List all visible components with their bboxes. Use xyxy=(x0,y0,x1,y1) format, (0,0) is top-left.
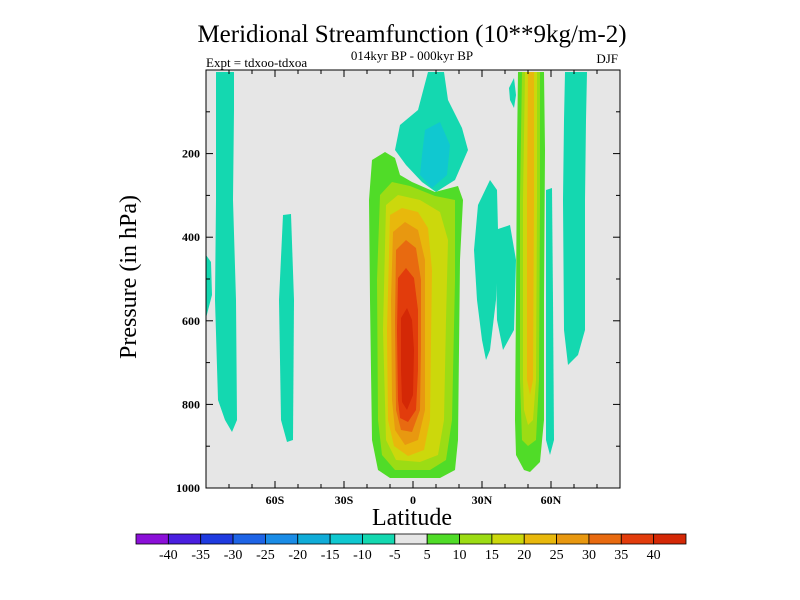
colorbar-label: 5 xyxy=(424,548,431,563)
y-tick-label: 200 xyxy=(182,147,200,161)
colorbar-label: -5 xyxy=(389,548,401,563)
contour-region-northern-midlat-band xyxy=(509,72,545,472)
y-tick-label: 400 xyxy=(182,230,200,244)
colorbar-swatch xyxy=(620,533,655,545)
colorbar-label: 30 xyxy=(582,548,596,563)
colorbar-label: -40 xyxy=(159,548,178,563)
y-tick-label: 800 xyxy=(182,397,200,411)
colorbar-swatch xyxy=(362,533,396,545)
axes: 60S 30S 0 30N 60N 200 400 600 800 1000 xyxy=(176,70,620,507)
contour-region-subtropical-north-band xyxy=(474,180,516,360)
colorbar-label: 10 xyxy=(453,548,467,563)
x-tick-label: 30N xyxy=(472,493,493,507)
y-axis-title: Pressure (in hPa) xyxy=(116,195,142,359)
plot-area xyxy=(206,70,620,488)
colorbar-swatch xyxy=(200,533,234,545)
colorbar-swatch xyxy=(556,533,590,545)
colorbar-swatch xyxy=(297,533,331,545)
contour-region-northern-high-lat-band xyxy=(546,72,587,455)
colorbar-label: -15 xyxy=(321,548,340,563)
colorbar-label: -10 xyxy=(353,548,372,563)
colorbar-swatch xyxy=(426,533,460,545)
contour-region-tropical-positive-cell xyxy=(369,152,463,478)
colorbar-swatch xyxy=(588,533,622,545)
season-label: DJF xyxy=(596,51,618,66)
colorbar-swatch xyxy=(232,533,266,545)
colorbar-swatch xyxy=(265,533,299,545)
colorbar-label: 15 xyxy=(485,548,499,563)
colorbar-swatch xyxy=(523,533,557,545)
y-tick-label: 1000 xyxy=(176,481,200,495)
colorbar-label: -35 xyxy=(191,548,210,563)
x-tick-label: 30S xyxy=(335,493,354,507)
colorbar-label: 20 xyxy=(517,548,531,563)
colorbar-swatch xyxy=(135,533,169,545)
contour-region-southern-midlat-band xyxy=(279,214,294,442)
colorbar-label: -25 xyxy=(256,548,275,563)
x-tick-label: 60S xyxy=(266,493,285,507)
x-tick-label: 0 xyxy=(410,493,416,507)
colorbar-label: -30 xyxy=(224,548,243,563)
colorbar-swatch xyxy=(459,533,493,545)
contour-region-upper-tropical-negative-cell xyxy=(395,72,468,192)
chart-title: Meridional Streamfunction (10**9kg/m-2) xyxy=(197,21,626,48)
y-tick-label: 600 xyxy=(182,314,200,328)
colorbar-label: 25 xyxy=(550,548,564,563)
colorbar-label: 40 xyxy=(647,548,661,563)
experiment-label: Expt = tdxoo-tdxoa xyxy=(206,55,307,70)
colorbar-swatch xyxy=(394,533,428,545)
colorbar-swatch xyxy=(329,533,363,545)
colorbar-label: 35 xyxy=(614,548,628,563)
colorbar-swatch xyxy=(167,533,202,545)
colorbar-label: -20 xyxy=(288,548,307,563)
colorbar: -40 -35 -30 -25 -20 -15 -10 -5 5 10 15 20 25 30 35 40 xyxy=(135,533,687,563)
colorbar-swatch xyxy=(653,533,687,545)
x-tick-label: 60N xyxy=(541,493,562,507)
colorbar-swatch xyxy=(491,533,525,545)
x-axis-title: Latitude xyxy=(372,505,452,531)
chart-subtitle: 014kyr BP - 000kyr BP xyxy=(351,48,473,63)
contour-region-southern-high-lat-band xyxy=(206,72,237,432)
